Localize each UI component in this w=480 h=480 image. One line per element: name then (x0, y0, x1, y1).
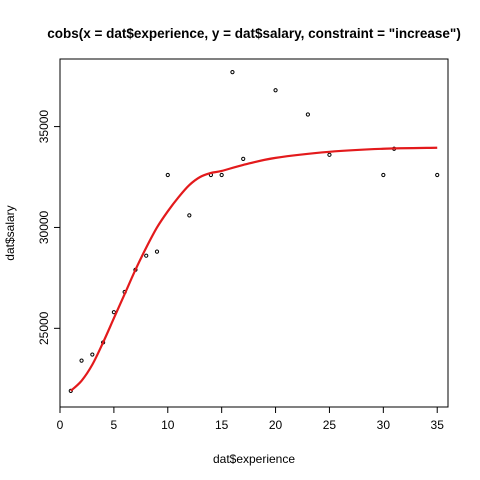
x-tick-label: 35 (431, 418, 445, 432)
y-tick-label: 30000 (37, 210, 51, 244)
data-point (230, 70, 235, 75)
x-tick-label: 15 (215, 418, 229, 432)
data-points (68, 70, 440, 393)
data-point (79, 358, 84, 363)
data-point (241, 156, 246, 161)
chart-title: cobs(x = dat$experience, y = dat$salary,… (47, 26, 461, 41)
data-point (381, 172, 386, 178)
y-axis-label: dat$salary (3, 205, 17, 260)
x-tick-label: 0 (57, 418, 64, 432)
x-tick-label: 5 (111, 418, 118, 432)
data-point (90, 352, 95, 357)
data-point (435, 172, 440, 178)
y-axis: 25000 30000 35000 (37, 110, 60, 345)
x-tick-label: 30 (377, 418, 391, 432)
data-point (273, 88, 278, 93)
data-point (144, 253, 149, 258)
data-point (154, 249, 160, 254)
plot-frame (59, 58, 449, 408)
data-point (219, 172, 224, 178)
data-point (327, 152, 332, 157)
y-tick-label: 25000 (37, 311, 51, 345)
x-tick-label: 20 (269, 418, 283, 432)
data-point (187, 213, 192, 218)
x-axis-label: dat$experience (213, 452, 295, 466)
x-axis: 0 5 10 15 20 25 30 35 (57, 407, 445, 432)
fit-curve (70, 146, 438, 392)
data-point (165, 172, 170, 178)
x-tick-label: 10 (161, 418, 175, 432)
x-tick-label: 25 (323, 418, 337, 432)
data-point (305, 112, 310, 117)
y-tick-label: 35000 (37, 110, 51, 144)
